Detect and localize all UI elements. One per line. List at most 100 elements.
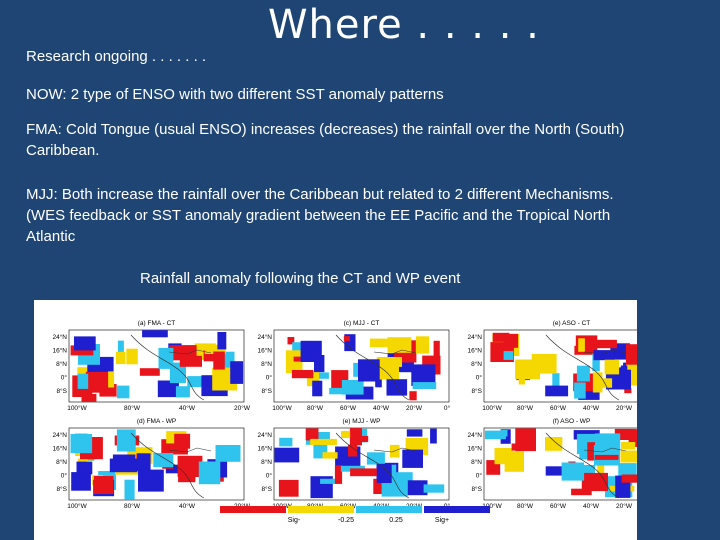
- lat-tick-label: 0°: [266, 374, 273, 382]
- anomaly-cell: [411, 364, 436, 386]
- lon-tick-label: 40°W: [583, 404, 600, 412]
- anomaly-cell: [343, 336, 350, 342]
- coastline: [545, 432, 620, 499]
- anomaly-cell: [503, 351, 514, 360]
- panel-title: (f) ASO - WP: [553, 418, 591, 425]
- coastline: [373, 447, 417, 453]
- lat-tick-label: 8°N: [471, 360, 482, 368]
- anomaly-cell: [169, 362, 186, 384]
- anomaly-cell: [198, 461, 221, 485]
- lon-tick-label: 100°W: [482, 404, 502, 412]
- anomaly-cell: [138, 469, 164, 492]
- anomaly-cell: [139, 368, 160, 376]
- colorbar-label: Sig-: [288, 517, 301, 524]
- anomaly-cell: [621, 474, 637, 483]
- paragraph-mjj: MJJ: Both increase the rainfall over the…: [26, 186, 614, 245]
- coastline: [545, 334, 620, 401]
- anomaly-cell: [314, 355, 325, 373]
- panel-title: (e) MJJ - WP: [343, 418, 381, 425]
- anomaly-cell: [344, 334, 356, 352]
- anomaly-cell: [124, 479, 135, 500]
- anomaly-cell: [561, 462, 585, 481]
- lat-tick-label: 16°N: [467, 445, 482, 453]
- coastline: [335, 432, 410, 499]
- anomaly-cell: [430, 428, 437, 444]
- coastline: [168, 349, 212, 355]
- coastline: [583, 447, 627, 453]
- lat-tick-label: 8°S: [56, 485, 67, 493]
- anomaly-cell: [334, 465, 343, 484]
- anomaly-cell: [620, 365, 628, 381]
- coastline: [130, 334, 205, 401]
- anomaly-cell: [76, 461, 93, 475]
- anomaly-cell: [204, 344, 226, 354]
- anomaly-cell: [581, 472, 608, 492]
- lon-tick-label: 20°W: [406, 404, 423, 412]
- lat-tick-label: 0°: [476, 472, 483, 480]
- lat-tick-label: 24°N: [52, 431, 67, 439]
- anomaly-cell: [370, 338, 397, 348]
- colorbar-swatch: [424, 506, 490, 513]
- anomaly-cell: [310, 438, 337, 445]
- anomaly-cell: [592, 353, 600, 372]
- coastline: [583, 349, 627, 355]
- anomaly-cell: [406, 429, 423, 437]
- anomaly-cell: [350, 468, 378, 477]
- lat-tick-label: 0°: [61, 374, 68, 382]
- anomaly-cell: [217, 332, 227, 350]
- lon-tick-label: 20°W: [616, 502, 633, 510]
- anomaly-cell: [415, 336, 430, 354]
- lat-tick-label: 24°N: [52, 333, 67, 341]
- anomaly-cell: [348, 444, 358, 457]
- lon-tick-label: 60°W: [550, 502, 567, 510]
- lat-tick-label: 24°N: [257, 431, 272, 439]
- anomaly-cell: [409, 391, 417, 401]
- lat-tick-label: 24°N: [467, 431, 482, 439]
- anomaly-cell: [578, 338, 585, 352]
- anomaly-cell: [614, 428, 637, 440]
- anomaly-cell: [576, 365, 590, 382]
- lon-tick-label: 40°W: [179, 404, 196, 412]
- lon-tick-label: 80°W: [124, 502, 141, 510]
- anomaly-cell: [137, 453, 151, 471]
- anomaly-cell: [402, 449, 423, 468]
- anomaly-cell: [187, 376, 205, 387]
- anomaly-cell: [545, 437, 563, 451]
- anomaly-cell: [620, 450, 637, 463]
- anomaly-cell: [215, 445, 241, 462]
- anomaly-cell: [175, 386, 190, 398]
- lat-tick-label: 0°: [266, 472, 273, 480]
- coastline: [335, 334, 410, 401]
- lon-tick-label: 100°W: [67, 502, 87, 510]
- anomaly-cell: [626, 364, 637, 386]
- anomaly-cell: [213, 351, 225, 370]
- anomaly-cell: [595, 433, 621, 451]
- anomaly-cell: [287, 337, 295, 345]
- lon-tick-label: 100°W: [482, 502, 502, 510]
- anomaly-cell: [115, 351, 126, 365]
- anomaly-cell: [108, 371, 115, 388]
- slide-subtitle: Research ongoing . . . . . . .: [26, 48, 207, 65]
- anomaly-cell: [157, 380, 179, 398]
- anomaly-cell: [571, 488, 592, 496]
- paragraph-now: NOW: 2 type of ENSO with two different S…: [26, 86, 444, 103]
- lat-tick-label: 24°N: [257, 333, 272, 341]
- anomaly-cell: [285, 350, 303, 374]
- anomaly-cell: [230, 361, 244, 384]
- anomaly-cell: [625, 344, 637, 365]
- anomaly-cell: [278, 479, 299, 497]
- lon-tick-label: 20°W: [234, 404, 251, 412]
- lat-tick-label: 8°N: [56, 458, 67, 466]
- anomaly-cell: [412, 382, 437, 389]
- anomaly-cell: [153, 453, 174, 468]
- anomaly-cell: [74, 336, 96, 351]
- anomaly-cell: [515, 359, 541, 380]
- anomaly-cell: [109, 458, 138, 473]
- anomaly-cell: [349, 428, 362, 446]
- anomaly-cell: [358, 359, 380, 382]
- anomaly-cell: [329, 387, 344, 395]
- anomaly-cell: [341, 380, 364, 395]
- colorbar-swatch: [356, 506, 422, 513]
- lat-tick-label: 16°N: [52, 347, 67, 355]
- slide-title: Where . . . . .: [268, 2, 540, 48]
